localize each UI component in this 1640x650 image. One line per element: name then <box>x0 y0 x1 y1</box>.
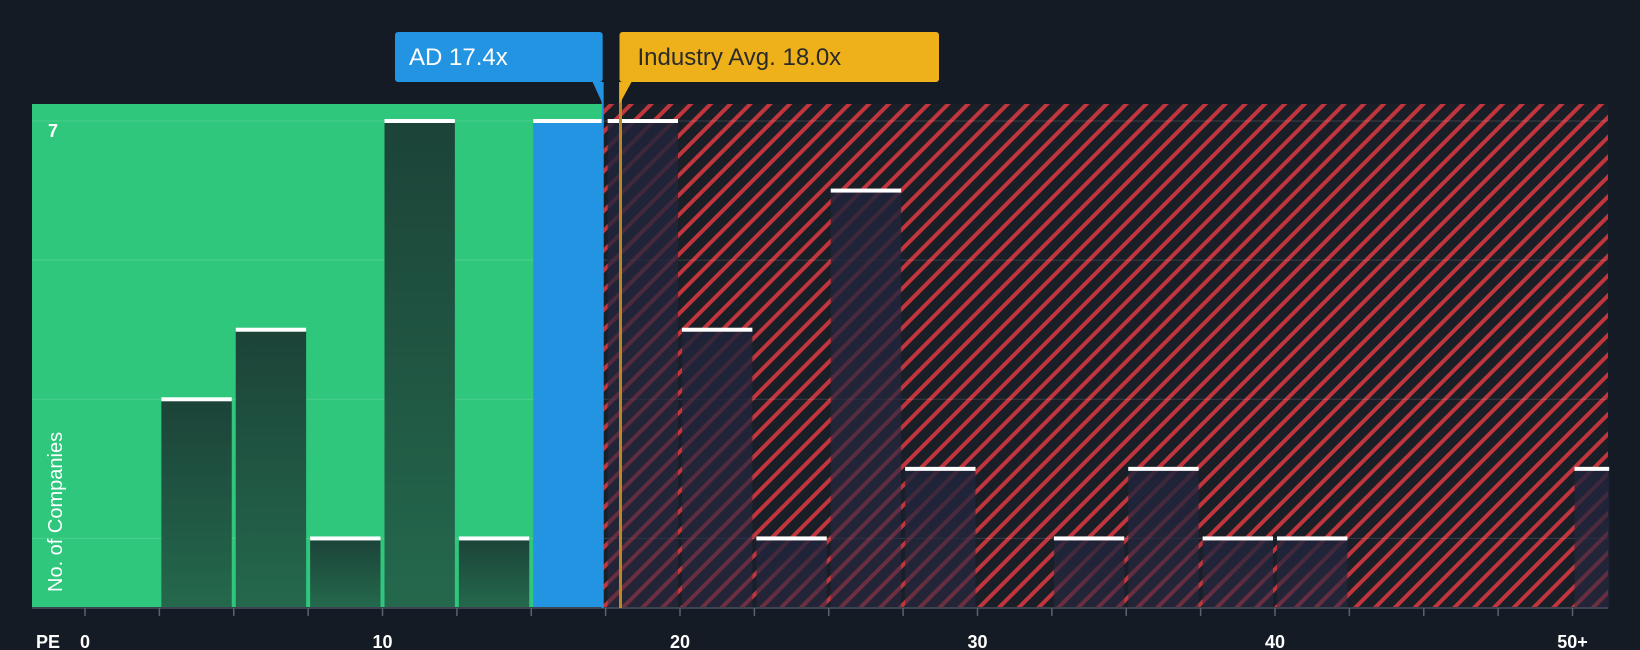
histogram-bar-top-7 <box>682 327 753 332</box>
histogram-bar-2 <box>310 538 381 608</box>
histogram-bar-top-8 <box>756 536 827 541</box>
histogram-bar-top-0 <box>161 397 232 402</box>
y-axis-label: No. of Companies <box>45 432 67 592</box>
histogram-bar-top-5 <box>533 119 604 123</box>
x-tick-label: 20 <box>670 632 690 650</box>
histogram-bar-3 <box>384 121 455 608</box>
x-tick-label: 0 <box>80 632 90 650</box>
company-callout-box <box>395 32 603 82</box>
histogram-bar-top-10 <box>905 466 976 471</box>
expensive-region <box>602 104 1608 608</box>
y-tick-label: 7 <box>48 121 58 141</box>
histogram-bar-10 <box>905 468 976 608</box>
x-tick-label: 50+ <box>1557 632 1588 650</box>
histogram-bar-top-3 <box>384 119 455 123</box>
histogram-bar-7 <box>682 329 753 608</box>
company-callout-pointer <box>592 82 603 104</box>
x-tick-label: 10 <box>372 632 392 650</box>
histogram-bar-top-12 <box>1128 466 1199 471</box>
histogram-bar-8 <box>756 538 827 608</box>
histogram-bar-11 <box>1053 538 1125 608</box>
industry-callout-label: Industry Avg. 18.0x <box>638 44 842 71</box>
histogram-bar-top-6 <box>607 119 678 123</box>
histogram-bar-top-2 <box>310 536 381 541</box>
histogram-bar-top-9 <box>830 188 902 193</box>
histogram-bar-6 <box>607 121 678 608</box>
company-callout-label: AD 17.4x <box>409 44 508 71</box>
x-axis-label: PE <box>36 632 60 650</box>
histogram-bar-top-13 <box>1202 536 1273 541</box>
histogram-bar-5 <box>533 121 604 608</box>
x-tick-label: 30 <box>967 632 987 650</box>
fair-value-region <box>32 104 603 608</box>
histogram-bar-0 <box>161 399 232 608</box>
histogram-bar-top-11 <box>1053 536 1125 541</box>
industry-callout-pointer <box>619 82 632 104</box>
histogram-bar-9 <box>830 190 902 609</box>
histogram-bar-1 <box>235 329 307 608</box>
x-tick-label: 40 <box>1265 632 1285 650</box>
histogram-bar-13 <box>1202 538 1273 608</box>
histogram-bar-top-1 <box>235 327 307 332</box>
histogram-bar-top-4 <box>458 536 530 541</box>
histogram-bar-top-15 <box>1574 466 1610 471</box>
histogram-bar-14 <box>1277 538 1348 608</box>
histogram-bar-4 <box>458 538 530 608</box>
histogram-bar-top-14 <box>1277 536 1348 541</box>
industry-callout-box <box>619 32 939 82</box>
histogram-bar-12 <box>1128 468 1199 608</box>
histogram-bar-15 <box>1574 468 1610 608</box>
